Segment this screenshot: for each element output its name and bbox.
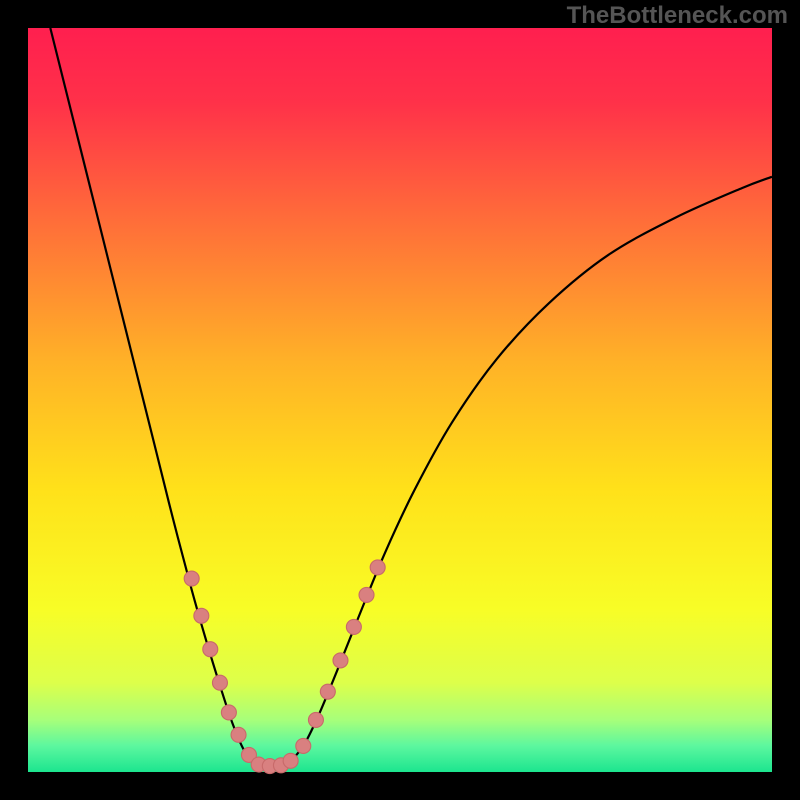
data-marker bbox=[370, 560, 385, 575]
watermark-text: TheBottleneck.com bbox=[567, 2, 788, 30]
data-marker bbox=[203, 642, 218, 657]
data-marker bbox=[231, 727, 246, 742]
data-marker bbox=[184, 571, 199, 586]
data-marker bbox=[308, 712, 323, 727]
data-marker bbox=[283, 753, 298, 768]
bottleneck-curve bbox=[50, 28, 772, 766]
data-marker bbox=[333, 653, 348, 668]
data-marker bbox=[221, 705, 236, 720]
chart-svg bbox=[28, 28, 772, 772]
data-marker bbox=[296, 738, 311, 753]
chart-frame: TheBottleneck.com bbox=[0, 0, 800, 800]
data-marker bbox=[359, 587, 374, 602]
data-marker bbox=[212, 675, 227, 690]
data-marker bbox=[194, 608, 209, 623]
plot-area bbox=[28, 28, 772, 772]
data-marker bbox=[320, 684, 335, 699]
data-marker bbox=[346, 619, 361, 634]
